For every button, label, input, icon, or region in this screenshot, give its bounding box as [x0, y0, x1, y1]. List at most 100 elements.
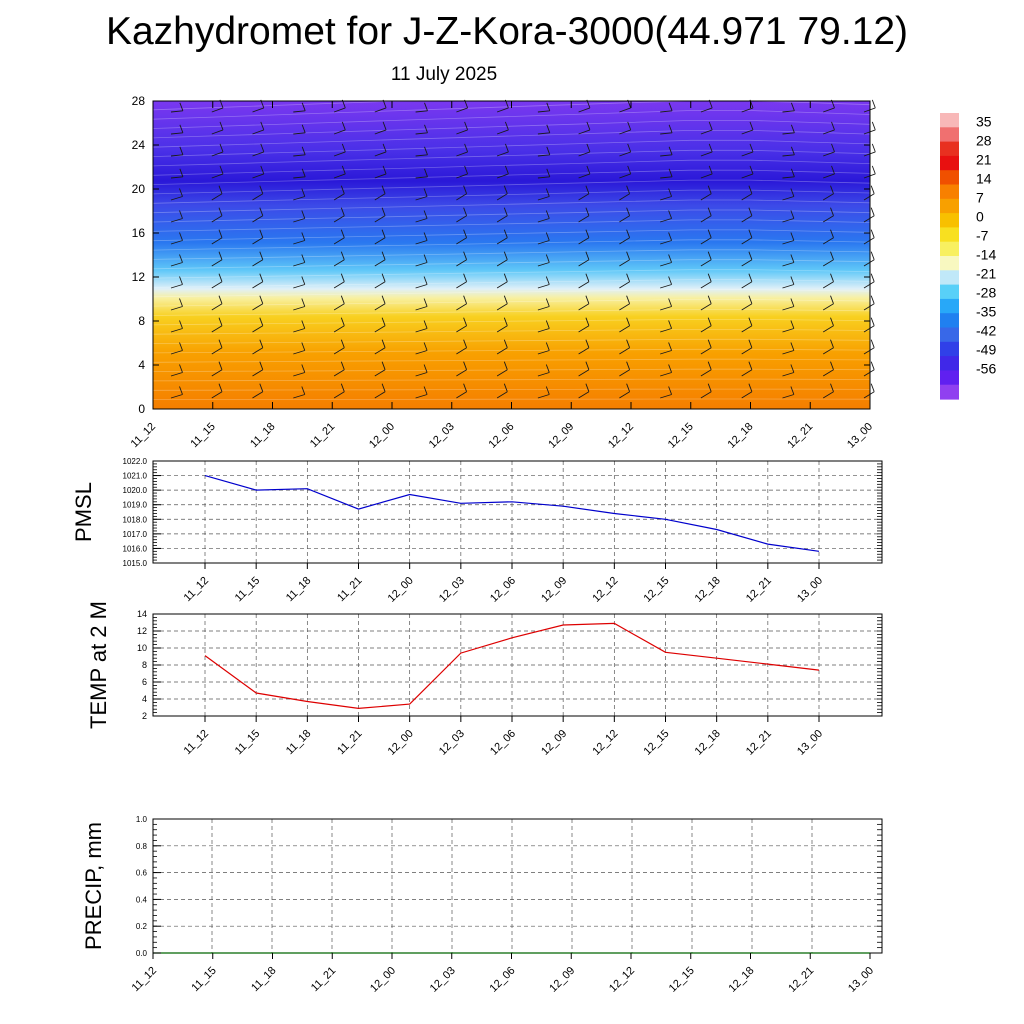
wind-barb — [578, 361, 590, 377]
wind-barb — [456, 165, 469, 179]
wind-barb — [578, 273, 590, 289]
wind-barb — [293, 364, 306, 377]
wind-barb — [741, 207, 753, 223]
wind-barb — [415, 276, 428, 289]
isotherm — [152, 309, 871, 316]
wind-barb — [823, 143, 835, 157]
y-tick-label: 1018.0 — [123, 515, 148, 524]
colorbar-swatch — [940, 198, 959, 214]
wind-barb — [211, 295, 223, 311]
wind-barb — [619, 185, 631, 201]
wind-barb — [333, 295, 345, 311]
colorbar-label: 35 — [976, 114, 992, 130]
wind-barb — [415, 102, 428, 113]
y-tick-label: 6 — [142, 677, 147, 687]
wind-barb — [456, 383, 468, 399]
wind-barb — [211, 229, 223, 245]
wind-barb — [456, 229, 468, 245]
wind-barb — [619, 361, 631, 377]
wind-barb — [782, 102, 795, 113]
wind-barb — [415, 364, 428, 377]
wind-barb — [822, 229, 834, 245]
y-tick-label: 0.2 — [136, 922, 148, 931]
wind-barb — [619, 295, 631, 311]
wind-barb — [252, 143, 265, 157]
wind-barb — [456, 361, 468, 377]
colorbar-swatch — [940, 113, 959, 128]
y-tick-label: 0 — [138, 402, 145, 416]
wind-barb — [741, 165, 754, 179]
x-tick-label: 12_09 — [539, 728, 569, 758]
wind-barb — [456, 339, 468, 355]
wind-barb — [456, 317, 468, 333]
wind-barb — [333, 317, 345, 333]
wind-barb — [700, 273, 712, 289]
wind-barb — [863, 295, 875, 311]
x-tick-label: 12_06 — [488, 575, 518, 605]
isotherm — [152, 338, 871, 344]
x-tick-label: 12_15 — [642, 728, 672, 758]
x-tick-label: 12_06 — [488, 728, 518, 758]
wind-barb — [741, 121, 754, 135]
wind-barb — [660, 254, 673, 267]
x-tick-label: 13_00 — [795, 575, 825, 605]
wind-barb — [415, 254, 428, 267]
wind-barb — [415, 124, 428, 135]
wind-barb — [293, 276, 306, 289]
colorbar-swatch — [940, 341, 959, 357]
x-tick-label: 12_18 — [726, 421, 756, 451]
wind-barb — [660, 168, 673, 179]
wind-barb — [374, 295, 386, 311]
isotherm — [152, 279, 871, 288]
y-tick-label: 8 — [138, 314, 145, 328]
y-tick-label: 1016.0 — [123, 544, 148, 553]
wind-barb — [700, 295, 712, 311]
wind-barb — [782, 298, 795, 311]
wind-barb — [741, 229, 753, 245]
colorbar-swatch — [940, 384, 959, 400]
colorbar-label: 28 — [976, 133, 992, 149]
wind-barb — [170, 146, 184, 157]
wind-barb — [578, 229, 590, 245]
y-tick-label: 28 — [132, 94, 146, 108]
wind-barb — [415, 232, 428, 245]
x-tick-label: 11_21 — [308, 421, 338, 451]
wind-barb — [619, 383, 631, 399]
wind-barb — [456, 251, 468, 267]
wind-barb — [252, 317, 264, 333]
x-tick-label: 12_21 — [744, 575, 774, 605]
wind-barb — [374, 165, 387, 179]
wind-barb — [170, 210, 183, 223]
wind-barb — [170, 276, 183, 289]
wind-barb — [293, 124, 306, 135]
wind-barb — [496, 383, 508, 399]
isotherm — [152, 368, 871, 372]
colorbar-label: -14 — [976, 247, 996, 263]
x-tick-label: 12_06 — [488, 965, 518, 995]
wind-barb — [619, 207, 631, 223]
precip-y-axis-label: PRECIP, mm — [81, 822, 106, 950]
colorbar-label: -42 — [976, 323, 996, 339]
wind-barb — [415, 342, 428, 355]
wind-barb — [863, 317, 875, 333]
x-tick-label: 12_00 — [386, 575, 416, 605]
wind-barb — [374, 207, 386, 223]
isotherm — [152, 120, 871, 139]
wind-barb — [293, 210, 306, 223]
wind-barb — [578, 207, 590, 223]
wind-barb — [578, 165, 591, 179]
y-tick-label: 2 — [142, 711, 147, 721]
wind-barb — [782, 188, 795, 201]
x-tick-label: 12_12 — [590, 728, 620, 758]
wind-barb — [700, 361, 712, 377]
x-tick-label: 13_00 — [795, 728, 825, 758]
x-tick-label: 11_18 — [249, 965, 279, 995]
y-tick-label: 1022.0 — [123, 457, 148, 466]
x-tick-label: 12_00 — [386, 728, 416, 758]
wind-barb — [537, 146, 551, 157]
wind-barb — [578, 121, 591, 135]
colorbar-swatch — [940, 270, 959, 286]
wind-barb — [333, 229, 345, 245]
wind-barb — [293, 386, 306, 399]
wind-barb — [741, 143, 754, 157]
